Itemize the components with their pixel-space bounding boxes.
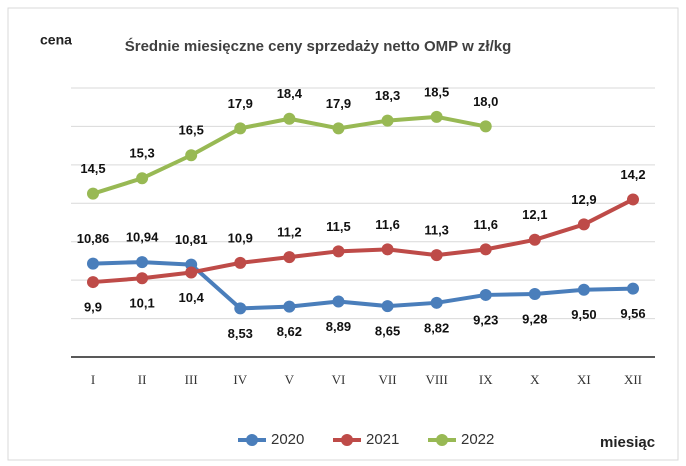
data-label: 16,5	[179, 123, 204, 138]
x-tick-label: VII	[379, 372, 397, 387]
data-point	[381, 243, 394, 256]
data-point	[430, 296, 443, 309]
legend-marker	[246, 434, 258, 446]
legend-label: 2020	[271, 431, 304, 448]
legend-label: 2021	[366, 431, 399, 448]
data-point	[283, 112, 296, 125]
x-tick-label: I	[91, 372, 95, 387]
series-line	[92, 197, 634, 285]
series-line	[92, 260, 634, 311]
data-label: 12,1	[522, 207, 547, 222]
data-label: 9,50	[571, 307, 596, 322]
data-point	[479, 120, 492, 133]
data-point	[136, 172, 149, 185]
data-label: 14,2	[620, 167, 645, 182]
data-label: 11,6	[375, 217, 400, 232]
chart-title: Średnie miesięczne ceny sprzedaży netto …	[125, 37, 512, 55]
data-label: 8,65	[375, 324, 400, 339]
data-point	[87, 257, 99, 270]
data-label: 10,1	[129, 296, 154, 311]
data-point	[136, 256, 149, 269]
data-point	[283, 251, 296, 264]
data-point	[332, 122, 345, 135]
x-tick-label: III	[185, 372, 198, 387]
data-label: 10,4	[179, 290, 205, 305]
legend-marker	[436, 434, 448, 446]
data-label: 9,23	[473, 312, 498, 327]
data-label: 10,9	[228, 230, 253, 245]
data-label: 9,9	[84, 300, 102, 315]
data-label: 11,6	[473, 217, 498, 232]
data-point	[87, 276, 99, 289]
data-point	[87, 187, 99, 200]
x-tick-label: V	[285, 372, 295, 387]
data-point	[430, 110, 443, 123]
data-point	[332, 245, 345, 258]
data-point	[136, 272, 149, 285]
data-label: 18,3	[375, 88, 400, 103]
data-label: 8,82	[424, 320, 449, 335]
data-point	[528, 287, 541, 300]
data-point	[430, 249, 443, 262]
data-point	[479, 243, 492, 256]
data-point	[234, 256, 247, 269]
x-tick-label: II	[138, 372, 147, 387]
data-label: 9,56	[620, 306, 645, 321]
data-point	[185, 266, 198, 279]
data-label: 11,5	[326, 219, 351, 234]
data-label: 8,53	[228, 326, 253, 341]
data-label: 8,89	[326, 319, 351, 334]
x-tick-label: XII	[624, 372, 642, 387]
data-label: 11,3	[424, 223, 449, 238]
x-tick-label: IV	[233, 372, 247, 387]
data-point	[528, 233, 541, 246]
data-label: 10,86	[77, 231, 110, 246]
data-label: 14,5	[80, 161, 105, 176]
data-point	[234, 122, 247, 135]
data-label: 18,0	[473, 94, 498, 109]
x-tick-label: X	[530, 372, 540, 387]
data-point	[627, 282, 639, 295]
data-point	[627, 193, 639, 206]
data-label: 9,28	[522, 311, 547, 326]
data-label: 10,81	[175, 232, 208, 247]
data-point	[381, 300, 394, 313]
data-label: 10,94	[126, 230, 159, 245]
legend-marker	[341, 434, 353, 446]
x-tick-label: VIII	[425, 372, 447, 387]
chart-border	[7, 7, 679, 461]
data-label: 17,9	[228, 96, 253, 111]
data-label: 18,5	[424, 84, 449, 99]
data-point	[381, 114, 394, 127]
x-tick-label: XI	[577, 372, 591, 387]
x-tick-label: IX	[479, 372, 493, 387]
data-point	[332, 295, 345, 308]
data-label: 15,3	[129, 146, 154, 161]
data-label: 12,9	[571, 192, 596, 207]
legend-label: 2022	[461, 431, 494, 448]
data-label: 8,62	[277, 324, 302, 339]
data-point	[234, 302, 247, 315]
data-label: 11,2	[277, 225, 302, 240]
data-point	[283, 300, 296, 313]
x-tick-label: VI	[332, 372, 346, 387]
data-label: 17,9	[326, 96, 351, 111]
data-point	[479, 288, 492, 301]
data-point	[185, 149, 198, 162]
data-point	[577, 218, 590, 231]
y-axis-label: cena	[40, 32, 72, 48]
data-label: 18,4	[277, 86, 303, 101]
data-point	[577, 283, 590, 296]
x-axis-label: miesiąc	[600, 434, 655, 451]
